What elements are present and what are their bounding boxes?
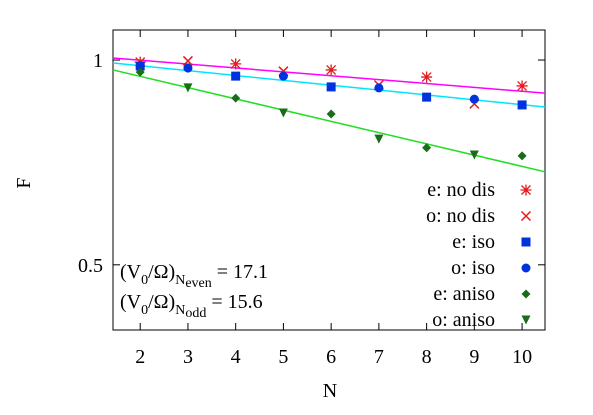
marker (182, 55, 193, 66)
x-tick-label: 8 (422, 346, 432, 368)
marker (135, 67, 145, 77)
marker (183, 83, 193, 93)
y-tick-label: 0.5 (78, 255, 103, 277)
annotation-part: 0 (141, 303, 148, 318)
annotation-part: /Ω) (148, 261, 175, 283)
legend-marker (520, 184, 532, 196)
x-tick-label: 9 (469, 346, 479, 368)
x-tick-label: 10 (512, 346, 532, 368)
marker (516, 80, 528, 92)
marker (278, 71, 288, 81)
marker (469, 150, 479, 160)
legend-marker (520, 210, 532, 222)
x-tick-label: 3 (183, 346, 193, 368)
marker (231, 93, 241, 103)
marker (469, 94, 479, 104)
legend-label: e: no dis (427, 179, 495, 201)
marker (231, 71, 241, 81)
marker (230, 58, 242, 70)
annotation-part: /Ω) (148, 291, 175, 313)
annotation-part: = 15.6 (206, 291, 262, 313)
legend-label: e: iso (452, 231, 495, 253)
annotation-part: N (175, 273, 185, 288)
marker (422, 143, 432, 153)
marker (183, 63, 193, 73)
marker (326, 82, 336, 92)
annotation-part: even (185, 276, 211, 291)
marker (278, 108, 288, 118)
legend-label: o: no dis (426, 205, 495, 227)
marker (326, 109, 336, 119)
legend-marker (521, 263, 531, 273)
annotation: (V0/Ω)Nodd = 15.6 (120, 291, 263, 321)
x-tick-label: 5 (278, 346, 288, 368)
annotation-part: = 17.1 (212, 261, 268, 283)
marker (135, 61, 145, 71)
y-axis-label: F (13, 177, 35, 188)
x-tick-label: 2 (135, 346, 145, 368)
legend-marker (521, 237, 531, 247)
annotation-part: (V (120, 291, 142, 313)
annotation-part: N (175, 303, 185, 318)
annotation-part: 0 (141, 273, 148, 288)
plot-frame (112, 29, 546, 331)
annotation-part: (V (120, 261, 142, 283)
legend-label: o: iso (451, 257, 495, 279)
marker (517, 100, 527, 110)
legend-marker (521, 315, 531, 325)
legend-label: o: aniso (432, 309, 495, 331)
marker (325, 64, 337, 76)
marker (374, 134, 384, 144)
x-tick-label: 7 (374, 346, 384, 368)
legend-label: e: aniso (433, 283, 495, 305)
annotation-part: odd (185, 306, 206, 321)
marker (422, 92, 432, 102)
y-tick-label: 1 (93, 50, 103, 72)
marker (374, 83, 384, 93)
marker (517, 151, 527, 161)
x-axis-label: N (323, 380, 337, 402)
marker (421, 71, 433, 83)
annotation: (V0/Ω)Neven = 17.1 (120, 261, 268, 291)
x-tick-label: 6 (326, 346, 336, 368)
x-tick-label: 4 (231, 346, 241, 368)
legend-marker (521, 289, 531, 299)
